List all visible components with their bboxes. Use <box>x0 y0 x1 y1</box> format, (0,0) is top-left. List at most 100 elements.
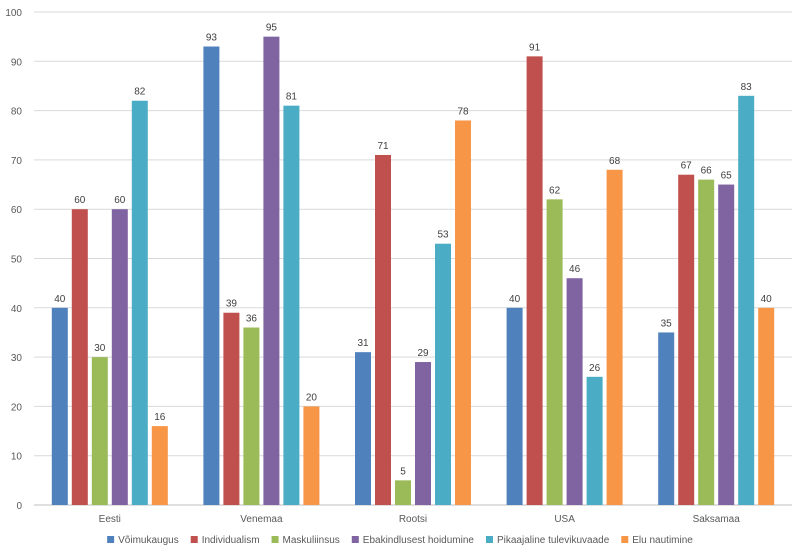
legend-label: Ebakindlusest hoidumine <box>363 535 475 546</box>
bars <box>51 36 775 506</box>
bar <box>658 332 675 505</box>
data-label: 40 <box>509 294 521 305</box>
bar <box>355 352 371 505</box>
bar <box>718 184 735 506</box>
bar <box>506 307 523 505</box>
data-label: 82 <box>134 87 146 98</box>
bar <box>566 278 583 505</box>
bar <box>698 179 715 505</box>
x-category-label: USA <box>554 514 575 525</box>
data-label: 36 <box>246 314 258 325</box>
legend-item: Pikaajaline tulevikuvaade <box>485 535 610 546</box>
data-label: 78 <box>457 106 469 117</box>
data-label: 62 <box>549 185 561 196</box>
bar <box>415 362 431 505</box>
data-label: 31 <box>357 338 369 349</box>
y-tick-label: 30 <box>11 353 23 364</box>
legend-swatch <box>190 536 198 543</box>
data-label: 60 <box>74 195 86 206</box>
y-tick-label: 50 <box>11 255 23 266</box>
data-label: 67 <box>681 161 693 172</box>
bar <box>111 209 128 505</box>
bar <box>395 480 411 505</box>
legend-label: Elu nautimine <box>632 535 693 546</box>
bar <box>223 312 240 505</box>
data-label: 5 <box>400 466 406 477</box>
legend-item: Ebakindlusest hoidumine <box>351 535 475 546</box>
data-label: 46 <box>569 264 581 275</box>
data-label: 26 <box>589 363 601 374</box>
legend-item: Individualism <box>190 535 260 546</box>
bar <box>243 327 260 505</box>
legend-item: Võimukaugus <box>107 535 179 546</box>
data-label: 40 <box>54 294 66 305</box>
data-label: 53 <box>437 230 449 241</box>
legend-swatch <box>271 536 279 543</box>
legend-swatch <box>351 536 359 543</box>
data-label: 39 <box>226 299 238 310</box>
bar <box>526 56 543 506</box>
legend-swatch <box>485 536 493 543</box>
bar <box>263 36 280 506</box>
bar <box>678 174 695 505</box>
legend-label: Maskuliinsus <box>283 535 340 546</box>
x-category-label: Rootsi <box>399 514 427 525</box>
data-label: 65 <box>721 171 733 182</box>
data-label: 83 <box>741 82 753 93</box>
bar <box>455 120 471 506</box>
legend-swatch <box>621 536 629 543</box>
data-label: 20 <box>306 392 318 403</box>
y-tick-label: 0 <box>16 501 22 512</box>
data-label: 71 <box>377 141 389 152</box>
legend-swatch <box>107 536 115 543</box>
bar <box>758 307 775 505</box>
y-tick-label: 20 <box>11 402 23 413</box>
y-tick-label: 60 <box>11 205 23 216</box>
y-axis-ticks: 0 10 20 30 40 50 60 70 80 90 100 <box>5 8 22 512</box>
bar <box>71 209 88 505</box>
y-tick-label: 10 <box>11 452 23 463</box>
legend-label: Pikaajaline tulevikuvaade <box>497 535 610 546</box>
y-tick-label: 70 <box>11 156 23 167</box>
data-label: 29 <box>417 348 429 359</box>
data-label: 66 <box>701 166 713 177</box>
legend-label: Võimukaugus <box>118 535 179 546</box>
y-tick-label: 80 <box>11 107 23 118</box>
bar <box>375 154 391 505</box>
bar <box>51 307 68 505</box>
data-label: 81 <box>286 92 298 103</box>
data-label: 60 <box>114 195 126 206</box>
y-tick-label: 40 <box>11 304 23 315</box>
data-label: 30 <box>94 343 106 354</box>
bar <box>151 426 168 505</box>
bar <box>131 100 148 506</box>
legend: Võimukaugus Individualism Maskuliinsus Ebak… <box>107 535 693 546</box>
bar <box>606 169 623 505</box>
bar <box>586 376 603 505</box>
legend-item: Maskuliinsus <box>271 535 340 546</box>
bar <box>91 357 108 505</box>
bar <box>435 243 451 505</box>
data-label: 40 <box>761 294 773 305</box>
bar <box>203 46 220 505</box>
x-category-label: Venemaa <box>240 514 283 525</box>
data-label: 35 <box>661 318 673 329</box>
bar <box>283 105 300 506</box>
data-label: 16 <box>154 412 166 423</box>
x-axis-categories: Eesti Venemaa Rootsi USA Saksamaa <box>99 514 741 525</box>
x-category-label: Saksamaa <box>693 514 741 525</box>
data-labels: 40 60 30 60 82 16 93 39 36 95 81 20 31 71 5 29 53 78 40 91 6… <box>54 23 772 478</box>
x-category-label: Eesti <box>99 514 121 525</box>
bar <box>738 95 755 505</box>
data-label: 91 <box>529 42 541 53</box>
bar <box>303 406 320 505</box>
data-label: 93 <box>206 33 218 44</box>
data-label: 95 <box>266 23 278 34</box>
data-label: 68 <box>609 156 621 167</box>
bar <box>546 199 563 505</box>
y-tick-label: 100 <box>5 8 22 19</box>
y-tick-label: 90 <box>11 57 23 68</box>
legend-label: Individualism <box>202 535 260 546</box>
